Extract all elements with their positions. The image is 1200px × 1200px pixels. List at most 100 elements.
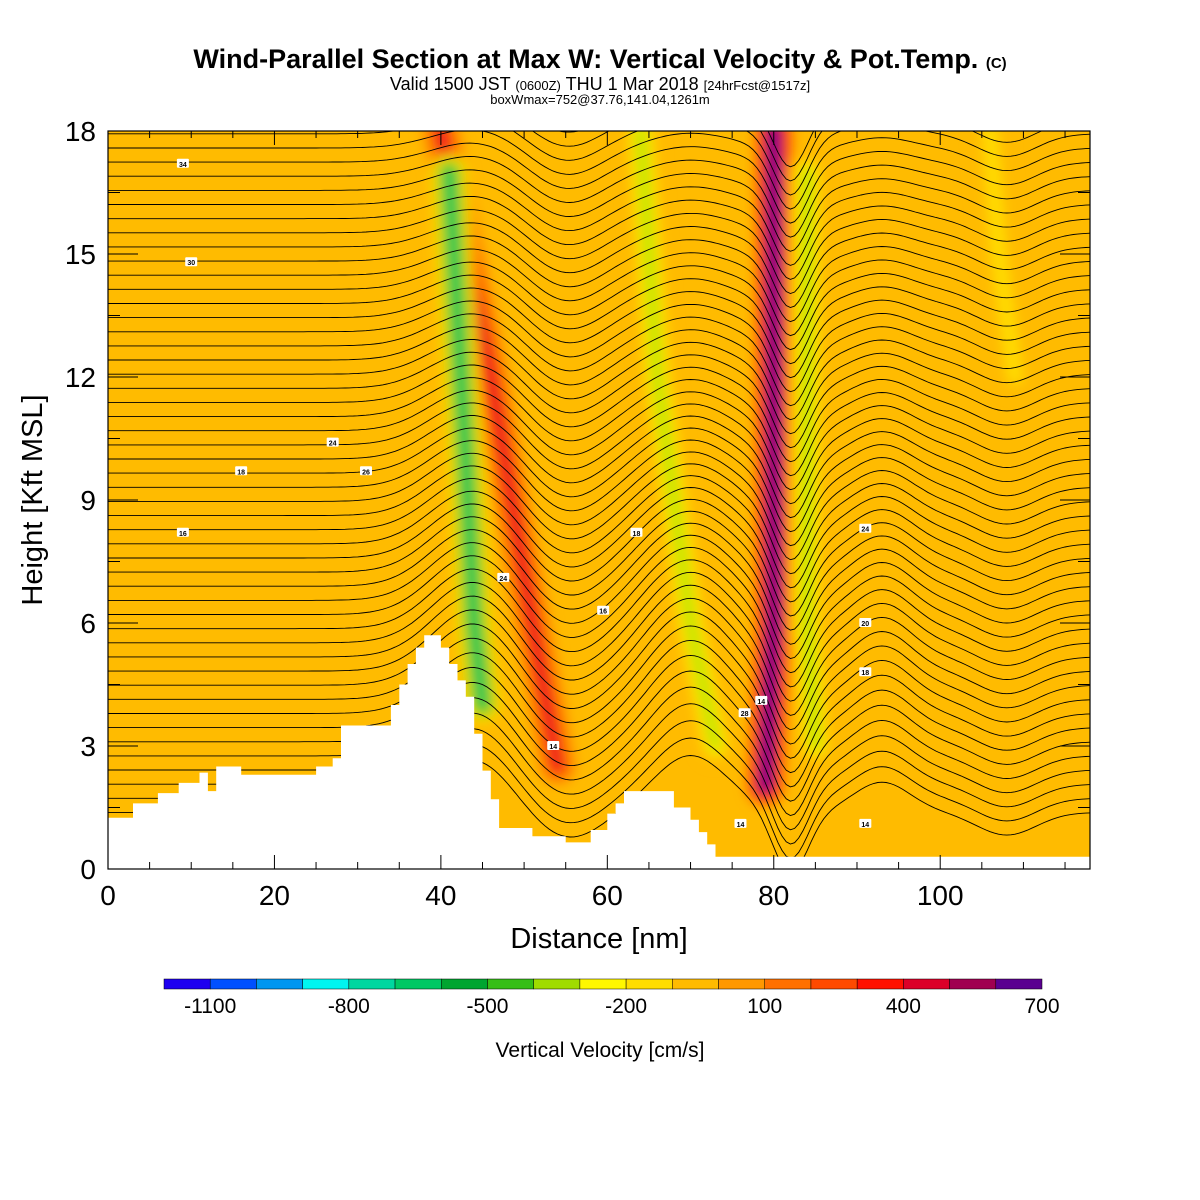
theta-contour <box>108 427 1090 533</box>
colorbar-swatch <box>394 978 442 990</box>
colorbar-swatch <box>487 978 534 990</box>
x-tick-label: 0 <box>100 880 116 911</box>
x-tick-label: 60 <box>592 880 623 911</box>
svg-text:14: 14 <box>757 699 765 706</box>
theta-contour <box>108 402 1090 505</box>
theta-contour <box>108 559 1090 688</box>
x-tick-label: 80 <box>758 880 789 911</box>
y-tick-label: 12 <box>65 362 96 393</box>
contour-labels: 34 30 16 18 24 26 14 14 14 24 20 18 18 16 24 28 14 <box>176 158 872 829</box>
colorbar-swatch <box>302 978 350 990</box>
y-tick-label: 9 <box>80 485 96 516</box>
colorbar-tick-label: 700 <box>1024 995 1059 1018</box>
chart-title: Wind-Parallel Section at Max W: Vertical… <box>0 44 1200 75</box>
forecast-info: [24hrFcst@1517z] <box>703 78 811 93</box>
colorbar-swatch <box>949 978 997 990</box>
potential-temperature-contours <box>108 131 1090 867</box>
y-axis-label: Height [Kft MSL] <box>17 394 49 605</box>
theta-label: 26 <box>359 466 372 476</box>
theta-contour <box>108 510 1090 631</box>
theta-contour <box>108 377 1090 477</box>
theta-label: 30 <box>185 257 198 267</box>
theta-contour <box>108 351 1090 449</box>
theta-contour <box>108 222 1090 308</box>
y-tick-label: 6 <box>80 608 96 639</box>
theta-contour <box>108 639 1090 774</box>
y-tick-label: 18 <box>65 116 96 147</box>
axes: 0 20 40 60 80 100 0 3 6 9 12 15 18 <box>65 116 1090 911</box>
theta-contour <box>108 169 1090 252</box>
theta-contour <box>108 156 1090 238</box>
downdraft-band-5-3 <box>986 131 1020 381</box>
theta-label: 18 <box>235 466 248 476</box>
theta-label: 16 <box>597 605 610 616</box>
colorbar-tick-label: -800 <box>328 995 370 1018</box>
svg-text:28: 28 <box>741 711 749 718</box>
colorbar-tick-label: -500 <box>466 995 508 1018</box>
theta-contour <box>108 195 1090 280</box>
theta-label: 14 <box>859 818 872 829</box>
colorbar-swatch <box>533 978 581 990</box>
chart-title-text: Wind-Parallel Section at Max W: Vertical… <box>193 44 979 74</box>
theta-contour <box>108 670 1090 802</box>
theta-label: 20 <box>859 618 872 628</box>
theta-contour <box>108 274 1090 365</box>
theta-contour <box>108 339 1090 435</box>
theta-label: 14 <box>734 818 747 829</box>
theta-contour <box>108 248 1090 337</box>
svg-text:26: 26 <box>362 469 370 476</box>
svg-text:24: 24 <box>329 441 337 448</box>
theta-contour <box>108 487 1090 603</box>
colorbar-swatch <box>163 978 211 990</box>
theta-contour <box>108 686 1090 816</box>
x-tick-label: 100 <box>917 880 964 911</box>
theta-contour <box>108 415 1090 519</box>
y-tick-label: 3 <box>80 731 96 762</box>
theta-label: 34 <box>176 158 189 169</box>
svg-text:16: 16 <box>179 531 187 538</box>
copyright-mark: (C) <box>985 55 1007 72</box>
theta-contour <box>108 451 1090 561</box>
theta-contour <box>108 261 1090 351</box>
svg-text:18: 18 <box>861 670 869 677</box>
theta-contour <box>108 209 1090 294</box>
svg-text:34: 34 <box>179 162 187 169</box>
y-tick-label: 0 <box>80 854 96 885</box>
colorbar-tick-label: 100 <box>747 995 782 1018</box>
theta-contour <box>108 498 1090 617</box>
x-tick-label: 20 <box>259 880 290 911</box>
valid-prefix: Valid 1500 JST <box>389 74 511 94</box>
valid-utc: (0600Z) <box>515 78 561 93</box>
theta-label: 16 <box>176 527 189 538</box>
colorbar-swatch <box>348 978 396 990</box>
svg-text:24: 24 <box>861 527 869 534</box>
colorbar-label: Vertical Velocity [cm/s] <box>496 1039 705 1062</box>
theta-contour <box>108 463 1090 575</box>
colorbar-swatch <box>810 978 858 990</box>
svg-text:14: 14 <box>549 744 557 751</box>
box-max-info: boxWmax=752@37.76,141.04,1261m <box>490 92 710 107</box>
colorbar-swatch <box>903 978 950 990</box>
svg-text:30: 30 <box>187 260 195 267</box>
theta-contour <box>108 300 1090 393</box>
theta-contour <box>108 625 1090 759</box>
colorbar-tick-label: -1100 <box>184 995 236 1018</box>
x-tick-label: 40 <box>425 880 456 911</box>
theta-contour <box>108 364 1090 463</box>
theta-label: 18 <box>630 527 643 538</box>
svg-text:14: 14 <box>737 822 745 829</box>
theta-contour <box>108 182 1090 266</box>
colorbar-swatch <box>764 978 812 990</box>
theta-contour <box>108 439 1090 547</box>
theta-contour <box>108 703 1090 831</box>
colorbar-tick-label: 400 <box>886 995 921 1018</box>
theta-contour <box>108 287 1090 379</box>
colorbar-swatch <box>672 978 719 990</box>
theta-label: 18 <box>859 667 872 677</box>
theta-contour <box>108 571 1090 702</box>
svg-text:20: 20 <box>861 621 869 628</box>
theta-contour <box>108 475 1090 589</box>
colorbar-swatch <box>856 978 904 990</box>
colorbar-swatch <box>209 978 257 990</box>
